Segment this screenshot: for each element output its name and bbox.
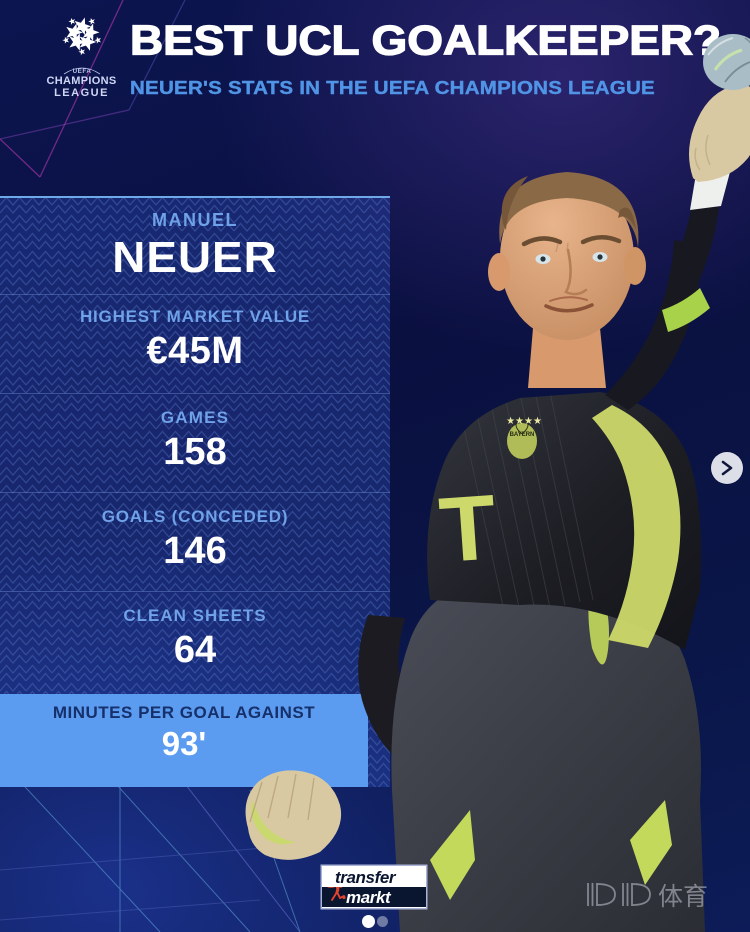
svg-text:★★★★: ★★★★ (506, 416, 542, 427)
svg-text:T: T (436, 476, 499, 582)
svg-text:体育: 体育 (658, 883, 708, 911)
svg-text:BAYERN: BAYERN (510, 432, 535, 438)
